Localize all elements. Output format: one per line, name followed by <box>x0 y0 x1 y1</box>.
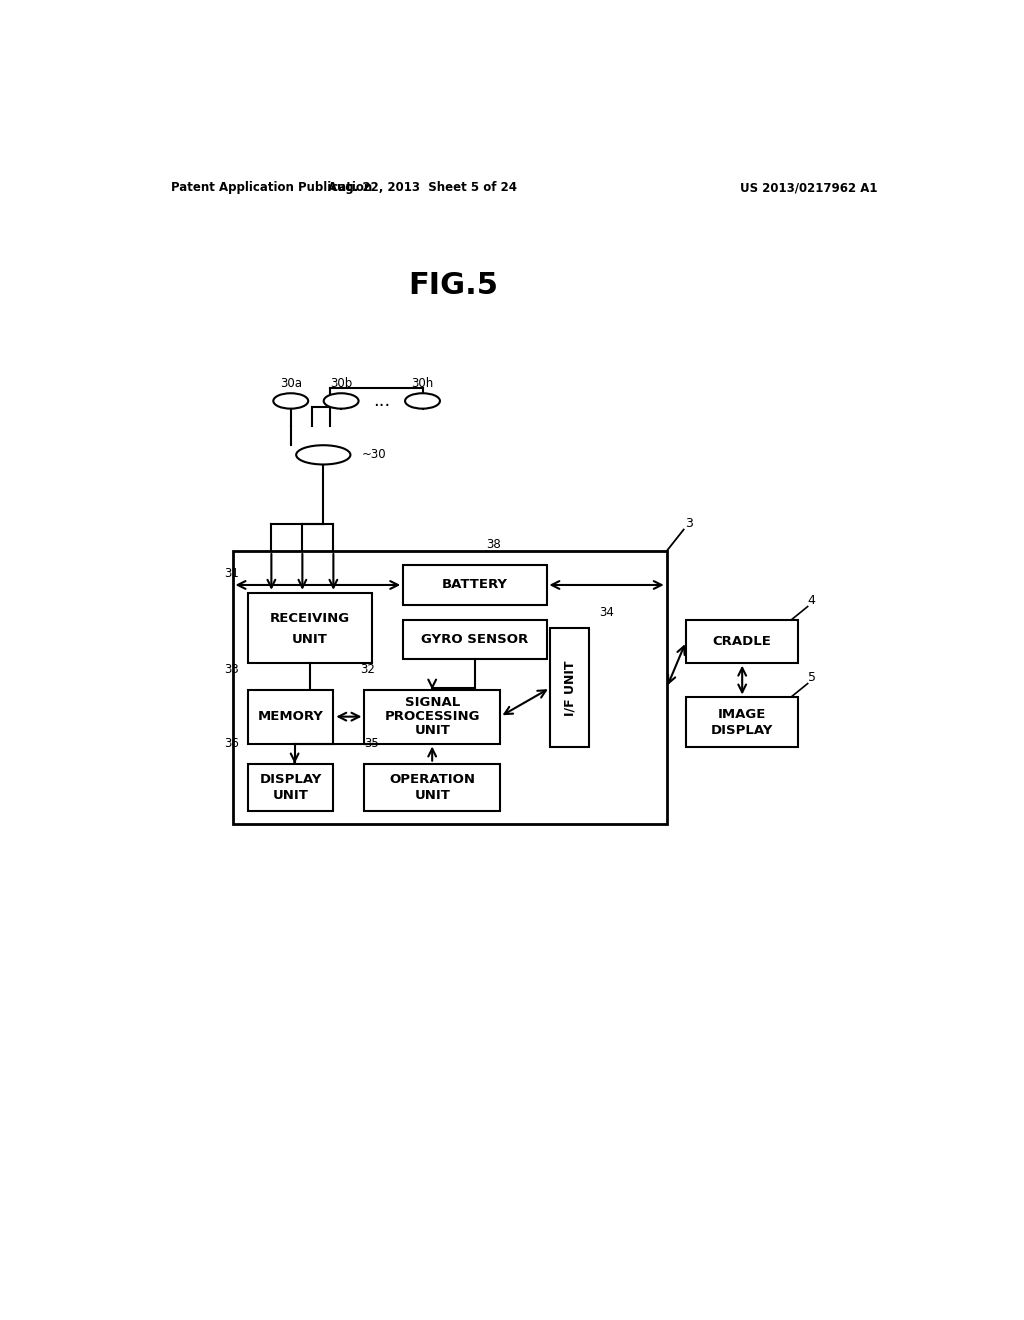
Text: 5: 5 <box>808 671 816 684</box>
Text: 31: 31 <box>224 566 239 579</box>
Text: UNIT: UNIT <box>415 788 451 801</box>
Text: DISPLAY: DISPLAY <box>259 774 322 787</box>
Bar <box>365 763 500 812</box>
Text: 36: 36 <box>224 737 239 750</box>
Text: ...: ... <box>316 447 330 462</box>
Text: UNIT: UNIT <box>272 788 308 801</box>
Ellipse shape <box>324 393 358 409</box>
Text: PROCESSING: PROCESSING <box>384 710 480 723</box>
Text: BATTERY: BATTERY <box>441 578 508 591</box>
Text: RECEIVING: RECEIVING <box>270 611 350 624</box>
Text: CRADLE: CRADLE <box>713 635 772 648</box>
Bar <box>365 690 500 743</box>
Text: ...: ... <box>373 392 390 411</box>
Bar <box>403 620 547 659</box>
Text: 30h: 30h <box>412 378 433 391</box>
Text: OPERATION: OPERATION <box>389 774 475 787</box>
Ellipse shape <box>406 393 440 409</box>
Bar <box>248 594 372 663</box>
Text: DISPLAY: DISPLAY <box>711 723 773 737</box>
Bar <box>248 763 334 812</box>
Text: 32: 32 <box>360 663 376 676</box>
Bar <box>248 690 334 743</box>
Bar <box>550 628 589 747</box>
Text: Patent Application Publication: Patent Application Publication <box>171 181 372 194</box>
Ellipse shape <box>296 445 350 465</box>
Text: 38: 38 <box>486 539 501 552</box>
Text: 30a: 30a <box>280 378 302 391</box>
Text: GYRO SENSOR: GYRO SENSOR <box>421 634 528 647</box>
Bar <box>232 552 667 825</box>
Bar <box>403 565 547 605</box>
Text: ~30: ~30 <box>362 449 387 462</box>
Ellipse shape <box>273 393 308 409</box>
Text: 4: 4 <box>808 594 815 607</box>
Text: 30b: 30b <box>330 378 352 391</box>
Text: UNIT: UNIT <box>292 634 328 647</box>
Text: US 2013/0217962 A1: US 2013/0217962 A1 <box>740 181 878 194</box>
Text: UNIT: UNIT <box>415 723 451 737</box>
Text: FIG.5: FIG.5 <box>409 271 499 300</box>
Text: SIGNAL: SIGNAL <box>404 696 460 709</box>
Text: 34: 34 <box>599 606 614 619</box>
Bar <box>686 620 799 663</box>
Text: I/F UNIT: I/F UNIT <box>563 660 577 715</box>
Text: MEMORY: MEMORY <box>258 710 324 723</box>
Bar <box>686 697 799 747</box>
Text: 37: 37 <box>550 675 565 688</box>
Text: 35: 35 <box>365 737 379 750</box>
Text: 33: 33 <box>224 663 239 676</box>
Text: Aug. 22, 2013  Sheet 5 of 24: Aug. 22, 2013 Sheet 5 of 24 <box>328 181 517 194</box>
Text: IMAGE: IMAGE <box>718 709 766 721</box>
Text: 3: 3 <box>685 516 693 529</box>
